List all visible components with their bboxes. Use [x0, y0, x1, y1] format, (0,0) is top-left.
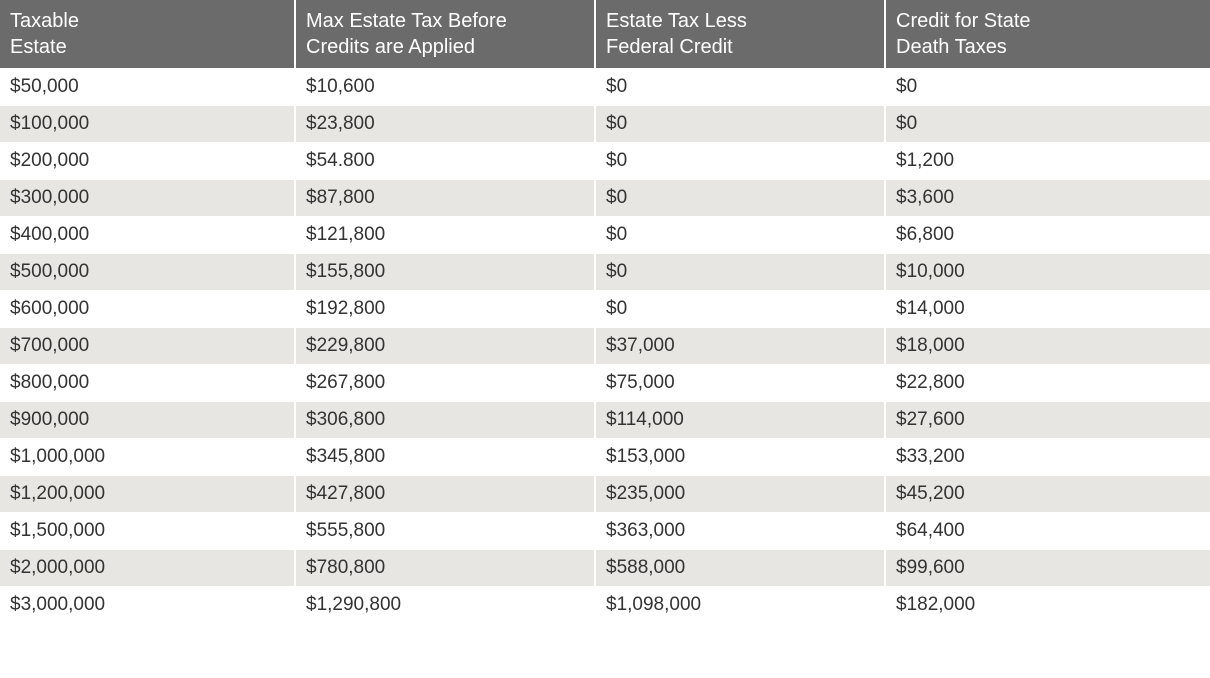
- table-cell: $114,000: [595, 402, 885, 439]
- column-header-credit-state-death-taxes: Credit for StateDeath Taxes: [885, 0, 1210, 69]
- table-cell: $10,600: [295, 69, 595, 106]
- table-cell: $192,800: [295, 291, 595, 328]
- table-cell: $10,000: [885, 254, 1210, 291]
- table-cell: $700,000: [0, 328, 295, 365]
- table-cell: $75,000: [595, 365, 885, 402]
- table-cell: $345,800: [295, 439, 595, 476]
- table-cell: $99,600: [885, 550, 1210, 587]
- table-cell: $229,800: [295, 328, 595, 365]
- table-row: $100,000$23,800$0$0: [0, 106, 1210, 143]
- table-cell: $427,800: [295, 476, 595, 513]
- table-cell: $1,098,000: [595, 587, 885, 624]
- table-cell: $33,200: [885, 439, 1210, 476]
- table-cell: $1,500,000: [0, 513, 295, 550]
- table-cell: $235,000: [595, 476, 885, 513]
- table-cell: $555,800: [295, 513, 595, 550]
- table-cell: $1,200: [885, 143, 1210, 180]
- table-cell: $0: [595, 106, 885, 143]
- table-cell: $18,000: [885, 328, 1210, 365]
- table-cell: $54.800: [295, 143, 595, 180]
- table-cell: $22,800: [885, 365, 1210, 402]
- table-cell: $300,000: [0, 180, 295, 217]
- table-body: $50,000$10,600$0$0$100,000$23,800$0$0$20…: [0, 69, 1210, 624]
- table-cell: $0: [885, 106, 1210, 143]
- table-cell: $23,800: [295, 106, 595, 143]
- table-row: $1,200,000$427,800$235,000$45,200: [0, 476, 1210, 513]
- column-header-estate-tax-less-credit: Estate Tax LessFederal Credit: [595, 0, 885, 69]
- table-cell: $780,800: [295, 550, 595, 587]
- table-cell: $0: [885, 69, 1210, 106]
- table-cell: $1,000,000: [0, 439, 295, 476]
- table-cell: $27,600: [885, 402, 1210, 439]
- table-row: $2,000,000$780,800$588,000$99,600: [0, 550, 1210, 587]
- table-cell: $600,000: [0, 291, 295, 328]
- table-row: $500,000$155,800$0$10,000: [0, 254, 1210, 291]
- table-cell: $1,290,800: [295, 587, 595, 624]
- table-cell: $400,000: [0, 217, 295, 254]
- table-row: $3,000,000$1,290,800$1,098,000$182,000: [0, 587, 1210, 624]
- table-cell: $3,600: [885, 180, 1210, 217]
- table-cell: $306,800: [295, 402, 595, 439]
- table-cell: $363,000: [595, 513, 885, 550]
- table-cell: $0: [595, 180, 885, 217]
- table-row: $50,000$10,600$0$0: [0, 69, 1210, 106]
- column-header-max-estate-tax: Max Estate Tax BeforeCredits are Applied: [295, 0, 595, 69]
- table-cell: $182,000: [885, 587, 1210, 624]
- table-cell: $155,800: [295, 254, 595, 291]
- column-header-taxable-estate: TaxableEstate: [0, 0, 295, 69]
- table-row: $800,000$267,800$75,000$22,800: [0, 365, 1210, 402]
- table-cell: $0: [595, 69, 885, 106]
- table-cell: $3,000,000: [0, 587, 295, 624]
- table-header: TaxableEstate Max Estate Tax BeforeCredi…: [0, 0, 1210, 69]
- table-row: $300,000$87,800$0$3,600: [0, 180, 1210, 217]
- table-cell: $500,000: [0, 254, 295, 291]
- table-cell: $45,200: [885, 476, 1210, 513]
- table-cell: $0: [595, 291, 885, 328]
- table-cell: $100,000: [0, 106, 295, 143]
- table-row: $1,500,000$555,800$363,000$64,400: [0, 513, 1210, 550]
- table-cell: $0: [595, 143, 885, 180]
- table-cell: $153,000: [595, 439, 885, 476]
- table-cell: $14,000: [885, 291, 1210, 328]
- table-cell: $588,000: [595, 550, 885, 587]
- table-cell: $0: [595, 217, 885, 254]
- table-cell: $200,000: [0, 143, 295, 180]
- table-cell: $6,800: [885, 217, 1210, 254]
- table-row: $1,000,000$345,800$153,000$33,200: [0, 439, 1210, 476]
- table-cell: $800,000: [0, 365, 295, 402]
- table-row: $200,000$54.800$0$1,200: [0, 143, 1210, 180]
- table-row: $600,000$192,800$0$14,000: [0, 291, 1210, 328]
- table-cell: $900,000: [0, 402, 295, 439]
- table-cell: $50,000: [0, 69, 295, 106]
- table-cell: $0: [595, 254, 885, 291]
- table-row: $900,000$306,800$114,000$27,600: [0, 402, 1210, 439]
- table-row: $400,000$121,800$0$6,800: [0, 217, 1210, 254]
- table-cell: $121,800: [295, 217, 595, 254]
- table-cell: $64,400: [885, 513, 1210, 550]
- table-cell: $1,200,000: [0, 476, 295, 513]
- table-cell: $267,800: [295, 365, 595, 402]
- table-cell: $2,000,000: [0, 550, 295, 587]
- table-row: $700,000$229,800$37,000$18,000: [0, 328, 1210, 365]
- estate-tax-table: TaxableEstate Max Estate Tax BeforeCredi…: [0, 0, 1210, 623]
- table-cell: $37,000: [595, 328, 885, 365]
- table-cell: $87,800: [295, 180, 595, 217]
